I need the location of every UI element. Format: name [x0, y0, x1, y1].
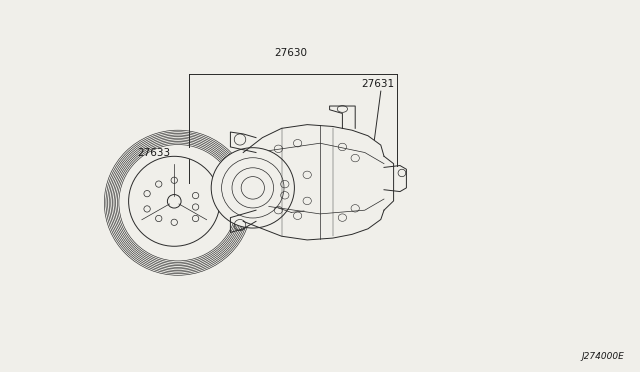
- Ellipse shape: [129, 156, 220, 246]
- Text: 27633: 27633: [138, 148, 171, 158]
- Ellipse shape: [256, 194, 265, 204]
- Ellipse shape: [211, 148, 294, 228]
- Text: 27630: 27630: [275, 48, 308, 58]
- Text: J274000E: J274000E: [581, 352, 624, 361]
- Text: 27631: 27631: [362, 79, 395, 89]
